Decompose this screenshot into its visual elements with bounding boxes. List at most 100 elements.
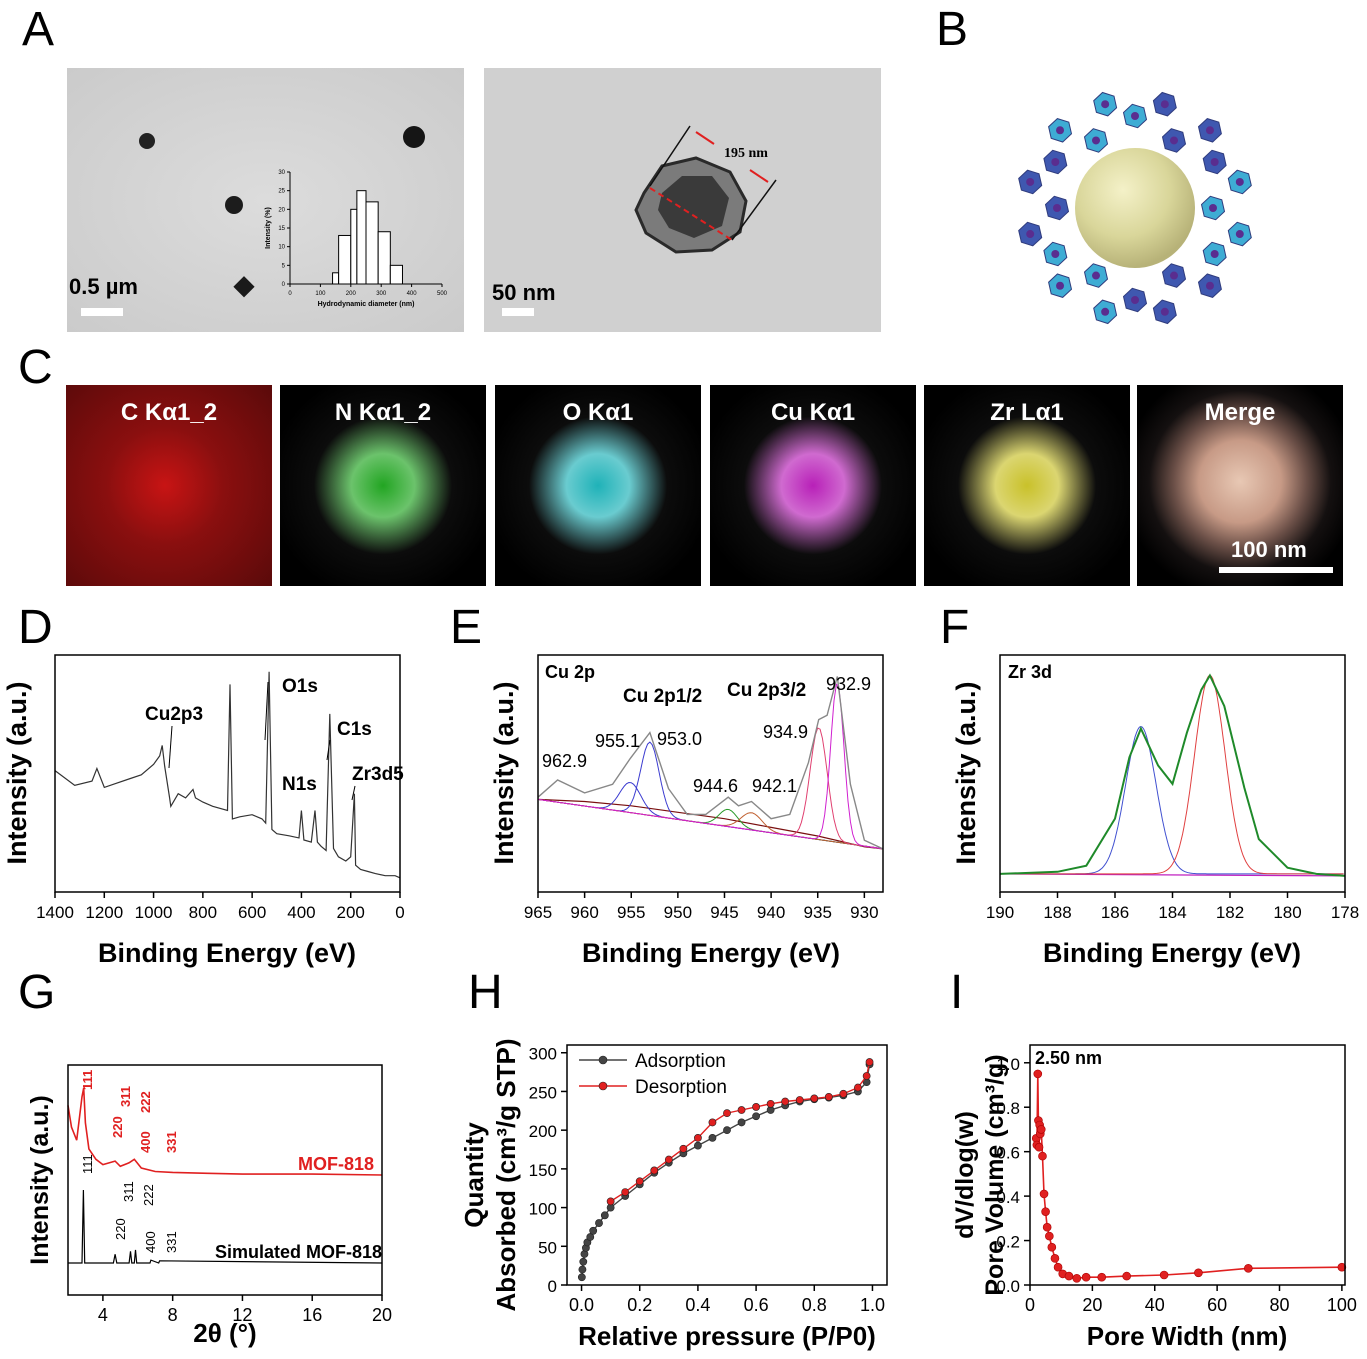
eds-map-label: Merge bbox=[1204, 399, 1276, 426]
x-tick-label-i: 20 bbox=[1082, 1295, 1102, 1315]
eds-map-label: C Kα1_2 bbox=[120, 399, 218, 426]
isotherm-point bbox=[865, 1058, 874, 1066]
x-tick-label-d: 200 bbox=[337, 903, 365, 922]
panel-letter-b: B bbox=[936, 3, 969, 56]
cu-node bbox=[1235, 177, 1244, 186]
inset-x-tick-label: 100 bbox=[315, 291, 326, 297]
cu-node bbox=[1092, 136, 1100, 145]
isotherm-point bbox=[664, 1155, 673, 1164]
cu-node bbox=[1026, 177, 1035, 186]
tem-image-right: 195 nm 50 nm bbox=[484, 68, 881, 332]
y-tick-label-i: 0.2 bbox=[996, 1233, 1020, 1252]
x-axis-label-g: 2θ (°) bbox=[193, 1318, 256, 1348]
x-tick-label-d: 0 bbox=[395, 903, 404, 922]
pore-distribution-point bbox=[1038, 1151, 1047, 1161]
histogram-bar bbox=[365, 201, 379, 285]
chart-h-isotherm: 0.0 0.2 0.4 0.6 0.8 1.0 0 50 100 150 200 250 300 Rela… bbox=[459, 1038, 888, 1351]
x-tick-label-i: 60 bbox=[1207, 1295, 1227, 1315]
x-tick-label-d: 400 bbox=[287, 903, 315, 922]
x-tick-label-f: 182 bbox=[1216, 903, 1244, 922]
isotherm-point bbox=[578, 1265, 587, 1274]
x-tick-label-d: 600 bbox=[238, 903, 266, 922]
scale-bar bbox=[502, 308, 534, 316]
legend-marker bbox=[598, 1055, 608, 1065]
peak-value-label: 953.0 bbox=[657, 729, 702, 749]
peak-index-label: 400 bbox=[138, 1131, 153, 1153]
isotherm-point bbox=[679, 1144, 688, 1153]
panel-letter-h: H bbox=[468, 966, 503, 1019]
legend-label: Adsorption bbox=[635, 1051, 726, 1072]
eds-map-0: C Kα1_2 bbox=[66, 385, 272, 586]
y-tick-label-h: 150 bbox=[529, 1161, 557, 1180]
scale-bar bbox=[81, 308, 123, 316]
pore-distribution-point bbox=[1159, 1270, 1169, 1280]
pore-distribution-point bbox=[1081, 1272, 1091, 1282]
measure-arrow bbox=[749, 169, 769, 183]
x-tick-label-e: 945 bbox=[710, 903, 738, 922]
zr3d-spectrum-line bbox=[999, 673, 1346, 877]
eds-map-5: Merge 100 nm bbox=[1137, 385, 1343, 586]
eds-map-label: Zr Lα1 bbox=[990, 399, 1064, 426]
isotherm-point bbox=[862, 1072, 871, 1080]
cu-node bbox=[1160, 307, 1169, 316]
pore-sphere bbox=[1075, 148, 1195, 268]
isotherm-point bbox=[737, 1106, 746, 1114]
measure-line bbox=[649, 125, 691, 187]
histogram-bar bbox=[356, 190, 367, 285]
peak-annotation: Zr3d5 bbox=[352, 764, 404, 785]
y-axis-label-h-line1: Quantity bbox=[459, 1122, 489, 1228]
annotation-line bbox=[351, 785, 356, 801]
pore-distribution-point bbox=[1041, 1207, 1050, 1216]
chart-title-f: Zr 3d bbox=[1008, 662, 1052, 682]
x-tick-label-d: 1000 bbox=[135, 903, 173, 922]
cu-node bbox=[1160, 100, 1169, 109]
diameter-line bbox=[649, 187, 733, 241]
peak-index-label: 222 bbox=[138, 1091, 153, 1113]
x-tick-label-f: 186 bbox=[1101, 903, 1129, 922]
y-tick-label-i: 0.4 bbox=[996, 1188, 1020, 1207]
y-tick-label-h: 100 bbox=[529, 1200, 557, 1219]
inset-x-tick-label: 200 bbox=[346, 291, 357, 297]
scale-bar-label: 0.5 µm bbox=[69, 274, 138, 299]
y-axis-label-g: Intensity (a.u.) bbox=[26, 1095, 54, 1264]
panel-letter-e: E bbox=[450, 601, 483, 654]
plot-frame-g bbox=[67, 1064, 383, 1296]
isotherm-point bbox=[579, 1257, 588, 1266]
chart-e-cu2p: 965 960 955 950 945 940 935 930 Binding Energy (… bbox=[489, 654, 884, 968]
y-tick-label-i: 0.6 bbox=[996, 1144, 1020, 1163]
y-tick-label-i: 0.0 bbox=[996, 1277, 1020, 1296]
cu-node bbox=[1205, 281, 1214, 290]
cu-node bbox=[1056, 281, 1065, 290]
x-tick-label-h: 0.2 bbox=[627, 1295, 652, 1315]
inset-x-tick-label: 300 bbox=[376, 291, 387, 297]
inset-y-tick-label: 30 bbox=[278, 170, 285, 176]
cu-node bbox=[1131, 112, 1139, 120]
pore-distribution-point bbox=[1194, 1268, 1203, 1278]
pore-distribution-line bbox=[1035, 1073, 1342, 1280]
chart-d-xps-survey: 1400 1200 1000 800 600 400 200 0 Binding Energy … bbox=[2, 654, 405, 968]
peak-index-label: 331 bbox=[164, 1131, 179, 1153]
eds-map-3: Cu Kα1 bbox=[710, 385, 916, 586]
peak-index-label: 400 bbox=[143, 1231, 158, 1253]
isotherm-point bbox=[766, 1099, 775, 1108]
inset-y-tick-label: 0 bbox=[282, 282, 286, 288]
x-tick-label-h: 0.0 bbox=[569, 1295, 594, 1315]
peak-index-label: 311 bbox=[121, 1181, 136, 1202]
isotherm-point bbox=[650, 1166, 659, 1175]
peak-annotation: 2.50 nm bbox=[1035, 1048, 1102, 1068]
inset-x-tick-label: 500 bbox=[437, 291, 448, 297]
cu-node bbox=[1170, 271, 1178, 280]
pore-distribution-point bbox=[1050, 1254, 1060, 1263]
eds-map-label: O Kα1 bbox=[562, 399, 634, 426]
isotherm-point bbox=[694, 1134, 702, 1142]
inset-x-tick-label: 400 bbox=[407, 291, 418, 297]
x-tick-label-i: 40 bbox=[1145, 1295, 1165, 1315]
x-axis-label-f: Binding Energy (eV) bbox=[1043, 938, 1301, 968]
cu-node bbox=[1053, 204, 1061, 212]
panel-letter-a: A bbox=[22, 3, 55, 56]
measure-label: 195 nm bbox=[724, 146, 768, 161]
eds-map-2: O Kα1 bbox=[495, 385, 701, 586]
eds-map-label: N Kα1_2 bbox=[334, 399, 432, 426]
cu-node bbox=[1210, 250, 1219, 258]
cu-node bbox=[1210, 158, 1219, 166]
